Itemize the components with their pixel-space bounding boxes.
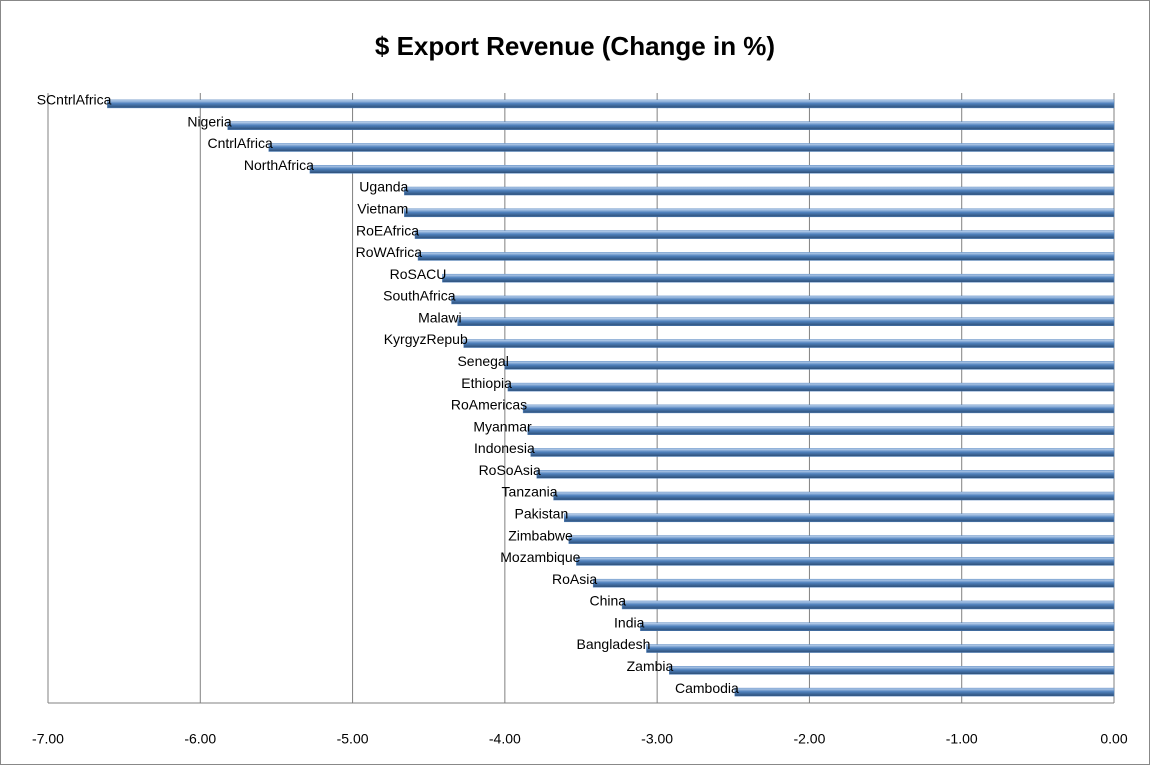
category-label: Cambodia (675, 680, 739, 696)
category-label: Ethiopia (461, 375, 512, 391)
bar (417, 252, 1115, 261)
bar (309, 165, 1115, 174)
category-label: RoEAfrica (356, 222, 419, 238)
category-label: Mozambique (500, 549, 580, 565)
bar (553, 491, 1115, 501)
category-label: Zimbabwe (508, 527, 573, 543)
x-tick-label: 0.00 (1100, 731, 1127, 747)
bar (576, 557, 1115, 566)
category-label: RoWAfrica (356, 244, 423, 260)
x-tick-label: -2.00 (793, 731, 825, 747)
category-label: Myanmar (473, 418, 532, 434)
x-tick-label: -5.00 (337, 731, 369, 747)
bar (669, 666, 1115, 675)
bar (734, 687, 1115, 697)
category-label: CntrlAfrica (207, 135, 273, 151)
category-label: Zambia (627, 658, 674, 674)
category-label: India (614, 614, 645, 630)
category-label: China (590, 593, 627, 609)
category-label: Bangladesh (577, 636, 651, 652)
bar (646, 644, 1115, 653)
bar (457, 317, 1115, 326)
bar (536, 470, 1115, 479)
bar (592, 578, 1115, 588)
bar (107, 99, 1115, 109)
bar (522, 404, 1115, 414)
category-label: RoSACU (390, 266, 447, 282)
bar (414, 230, 1115, 239)
category-label: NorthAfrica (244, 157, 314, 173)
category-label: Senegal (457, 353, 508, 369)
category-label: Nigeria (187, 113, 232, 129)
bar (451, 295, 1115, 305)
category-label: RoAmericas (451, 397, 527, 413)
category-label: SCntrlAfrica (37, 92, 112, 108)
category-label: SouthAfrica (383, 288, 456, 304)
category-label: Vietnam (357, 201, 408, 217)
bar (640, 622, 1115, 631)
category-label: RoAsia (552, 571, 597, 587)
category-label: Malawi (418, 309, 462, 325)
bar (227, 121, 1115, 130)
bar (530, 448, 1115, 457)
chart-title: $ Export Revenue (Change in %) (375, 31, 775, 61)
bar (568, 535, 1115, 544)
bar (507, 382, 1115, 392)
category-label: KyrgyzRepub (384, 331, 468, 347)
category-label: Tanzania (502, 484, 558, 500)
bar (621, 600, 1115, 610)
category-label: Indonesia (474, 440, 535, 456)
bar (404, 186, 1115, 196)
category-label: Uganda (359, 179, 408, 195)
x-tick-label: -3.00 (641, 731, 673, 747)
bar (404, 208, 1115, 218)
x-tick-label: -1.00 (946, 731, 978, 747)
x-tick-label: -7.00 (32, 731, 64, 747)
bar (527, 426, 1115, 435)
category-label: Pakistan (515, 506, 569, 522)
bar (442, 273, 1115, 283)
x-tick-label: -6.00 (184, 731, 216, 747)
category-label: RoSoAsia (479, 462, 541, 478)
x-tick-label: -4.00 (489, 731, 521, 747)
bar (463, 339, 1115, 348)
bar (504, 361, 1115, 370)
bar (268, 143, 1115, 152)
bar (563, 513, 1115, 523)
